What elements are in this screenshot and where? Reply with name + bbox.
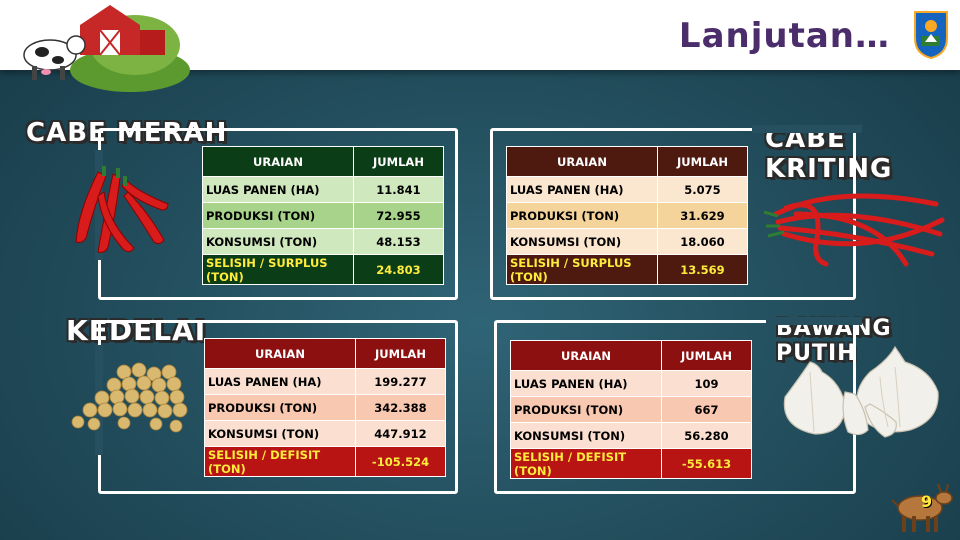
header-uraian: URAIAN bbox=[202, 146, 354, 177]
table-cell: 18.060 bbox=[657, 228, 748, 255]
header-uraian: URAIAN bbox=[510, 340, 662, 371]
curly-chili-icon bbox=[763, 193, 945, 267]
garlic-icon bbox=[783, 345, 939, 438]
table-footer-cell: -105.524 bbox=[355, 446, 446, 477]
table-cell: 199.277 bbox=[355, 368, 446, 395]
table-cell: LUAS PANEN (HA) bbox=[204, 368, 356, 395]
table-cell: 11.841 bbox=[353, 176, 444, 203]
table-cell: KONSUMSI (TON) bbox=[510, 422, 662, 449]
table-cell: 5.075 bbox=[657, 176, 748, 203]
header-uraian: URAIAN bbox=[506, 146, 658, 177]
table-cabe-kriting: URAIAN JUMLAH LUAS PANEN (HA) 5.075 PRODUK… bbox=[506, 146, 748, 285]
table-cell: 667 bbox=[661, 396, 752, 423]
table-footer-cell: SELISIH / DEFISIT (TON) bbox=[510, 448, 662, 479]
table-footer-cell: -55.613 bbox=[661, 448, 752, 479]
table-cell: 31.629 bbox=[657, 202, 748, 229]
page-number: 9 bbox=[921, 492, 933, 511]
table-cell: KONSUMSI (TON) bbox=[506, 228, 658, 255]
page-title: Lanjutan… bbox=[678, 16, 890, 56]
label-kedelai: KEDELAI bbox=[66, 314, 207, 347]
table-bawang-putih: URAIAN JUMLAH LUAS PANEN (HA) 109 PRODUKSI… bbox=[510, 340, 752, 479]
frame-gap bbox=[766, 317, 862, 325]
table-cell: 56.280 bbox=[661, 422, 752, 449]
header-jumlah: JUMLAH bbox=[353, 146, 444, 177]
table-cell: 109 bbox=[661, 370, 752, 397]
provincial-emblem-icon bbox=[914, 11, 948, 60]
label-cabe-merah: CABE MERAH bbox=[26, 118, 228, 148]
table-footer-cell: SELISIH / SURPLUS (TON) bbox=[506, 254, 658, 285]
table-cell: 48.153 bbox=[353, 228, 444, 255]
table-cabe-merah: URAIAN JUMLAH LUAS PANEN (HA) 11.841 PRODU… bbox=[202, 146, 444, 285]
header-jumlah: JUMLAH bbox=[657, 146, 748, 177]
header-uraian: URAIAN bbox=[204, 338, 356, 369]
table-footer-cell: SELISIH / DEFISIT (TON) bbox=[204, 446, 356, 477]
table-cell: PRODUKSI (TON) bbox=[510, 396, 662, 423]
table-footer-cell: 13.569 bbox=[657, 254, 748, 285]
table-cell: LUAS PANEN (HA) bbox=[506, 176, 658, 203]
table-cell: KONSUMSI (TON) bbox=[204, 420, 356, 447]
table-cell: LUAS PANEN (HA) bbox=[510, 370, 662, 397]
red-chili-icon bbox=[75, 166, 169, 253]
table-footer-cell: SELISIH / SURPLUS (TON) bbox=[202, 254, 354, 285]
table-cell: 72.955 bbox=[353, 202, 444, 229]
table-cell: PRODUKSI (TON) bbox=[506, 202, 658, 229]
header-jumlah: JUMLAH bbox=[355, 338, 446, 369]
table-kedelai: URAIAN JUMLAH LUAS PANEN (HA) 199.277 PROD… bbox=[204, 338, 446, 477]
farm-barn-cow-icon bbox=[23, 5, 190, 92]
soybean-icon bbox=[71, 362, 188, 433]
table-footer-cell: 24.803 bbox=[353, 254, 444, 285]
table-cell: 447.912 bbox=[355, 420, 446, 447]
frame-gap bbox=[752, 125, 862, 133]
goat-icon bbox=[891, 483, 953, 532]
table-cell: LUAS PANEN (HA) bbox=[202, 176, 354, 203]
header-jumlah: JUMLAH bbox=[661, 340, 752, 371]
table-cell: KONSUMSI (TON) bbox=[202, 228, 354, 255]
frame-gap bbox=[95, 150, 103, 260]
table-cell: PRODUKSI (TON) bbox=[204, 394, 356, 421]
table-cell: PRODUKSI (TON) bbox=[202, 202, 354, 229]
table-cell: 342.388 bbox=[355, 394, 446, 421]
